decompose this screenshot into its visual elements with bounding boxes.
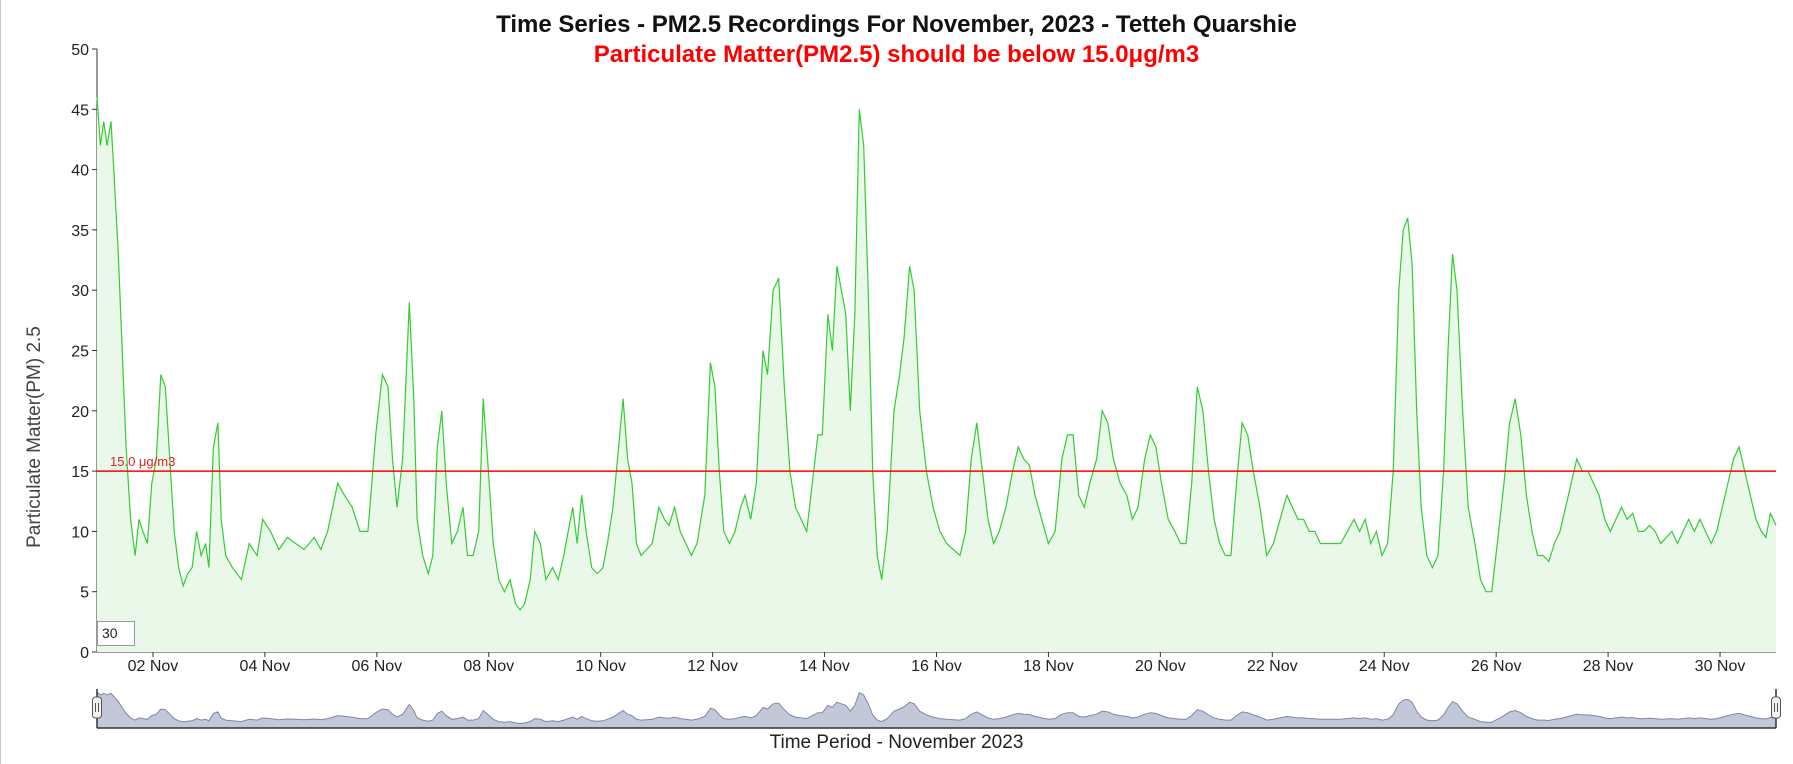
y-tick-label: 25 <box>71 344 89 361</box>
x-tick-label: 08 Nov <box>463 658 514 675</box>
y-tick-label: 35 <box>71 223 89 240</box>
chart-subtitle: Particulate Matter(PM2.5) should be belo… <box>593 41 1200 68</box>
x-tick-label: 22 Nov <box>1247 658 1298 675</box>
frame-edge <box>0 0 1 764</box>
navigator-left-handle[interactable] <box>92 696 102 719</box>
x-tick-label: 14 Nov <box>799 658 850 675</box>
x-tick-label: 12 Nov <box>687 658 738 675</box>
y-tick-label: 15 <box>71 464 89 481</box>
x-tick-label: 20 Nov <box>1135 658 1186 675</box>
x-tick-label: 30 Nov <box>1695 658 1746 675</box>
y-tick-label: 0 <box>80 645 89 662</box>
y-tick-label: 30 <box>71 283 89 300</box>
x-axis: 02 Nov 04 Nov 06 Nov 08 Nov 10 Nov 12 Nov 14 N… <box>97 651 1776 675</box>
y-tick-label: 10 <box>71 524 89 541</box>
chart-title: Time Series - PM2.5 Recordings For Novem… <box>496 11 1297 38</box>
x-tick-label: 02 Nov <box>128 658 179 675</box>
x-axis-label: Time Period - November 2023 <box>769 732 1024 753</box>
series-area-fill <box>97 97 1776 652</box>
threshold-label: 15.0 μg/m3 <box>110 454 175 469</box>
handle-grip[interactable] <box>1771 696 1781 719</box>
y-tick-label: 40 <box>71 163 89 180</box>
x-tick-label: 24 Nov <box>1359 658 1410 675</box>
y-axis: 0 5 10 15 20 25 30 35 40 45 50 <box>71 42 98 662</box>
x-tick-label: 18 Nov <box>1023 658 1074 675</box>
navigator-area <box>97 692 1776 728</box>
x-tick-label: 28 Nov <box>1583 658 1634 675</box>
navigator-right-handle[interactable] <box>1771 696 1781 719</box>
x-tick-label: 16 Nov <box>911 658 962 675</box>
handle-grip[interactable] <box>92 696 102 719</box>
y-tick-label: 20 <box>71 404 89 421</box>
series-line[interactable] <box>96 97 1777 611</box>
y-tick-label: 45 <box>71 102 89 119</box>
y-tick-label: 5 <box>80 585 89 602</box>
y-tick-label: 50 <box>71 42 89 59</box>
x-tick-label: 26 Nov <box>1471 658 1522 675</box>
zoom-range-input[interactable]: 30 <box>97 621 135 646</box>
navigator-line <box>96 691 1777 724</box>
x-tick-label: 04 Nov <box>240 658 291 675</box>
x-tick-label: 10 Nov <box>575 658 626 675</box>
navigator[interactable] <box>92 689 1781 729</box>
x-tick-label: 06 Nov <box>351 658 402 675</box>
